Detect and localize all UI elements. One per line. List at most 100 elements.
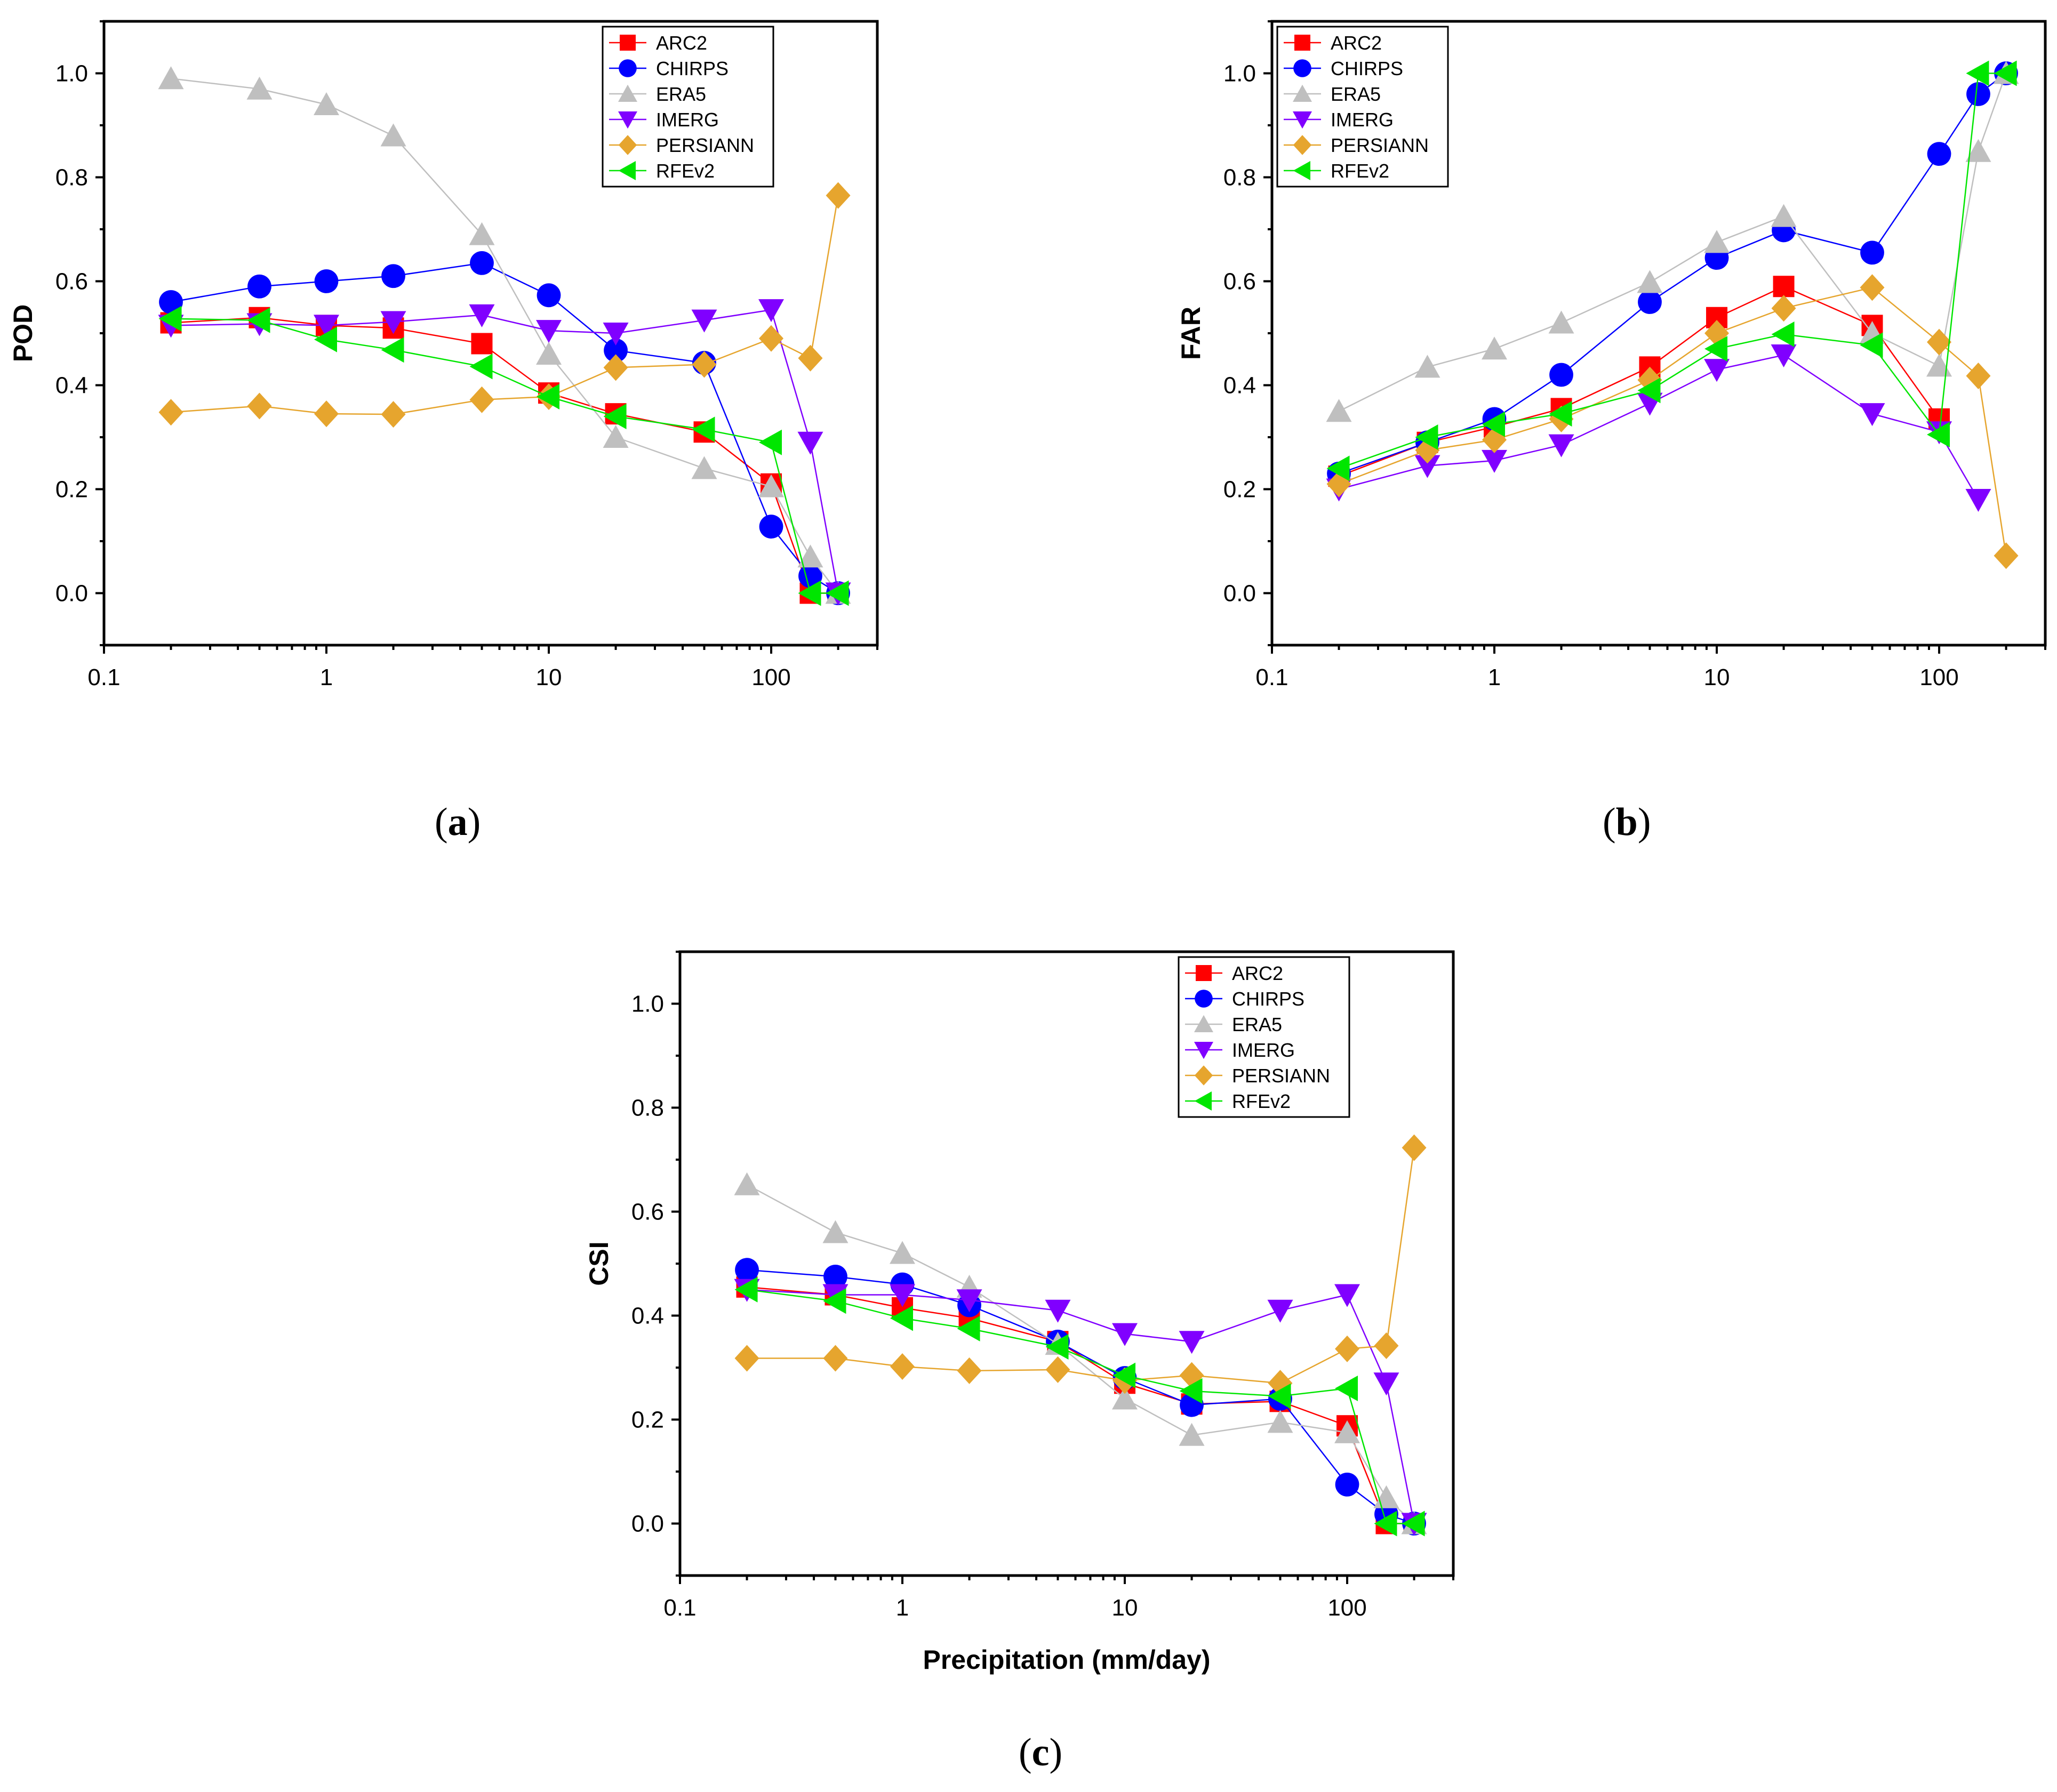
data-point [797,544,823,568]
data-point [758,474,785,497]
data-point [1373,1372,1399,1396]
series-rfev2 [734,1276,1425,1537]
series-line [171,195,839,415]
legend-marker [618,161,636,180]
data-point [1482,336,1508,360]
x-tick-label: 10 [536,664,562,690]
y-tick-label: 0.8 [55,165,88,191]
legend-marker [1194,1065,1213,1086]
data-point [1771,204,1797,227]
data-point [822,1220,849,1243]
legend-label: ERA5 [1331,83,1381,105]
data-point [1482,411,1506,437]
y-tick-label: 0.6 [55,269,88,295]
legend-marker [1293,111,1312,129]
data-point [890,1353,915,1380]
data-point [469,386,494,413]
data-point [1326,399,1352,422]
data-point [314,326,338,352]
legend-marker [1293,84,1312,102]
data-point [469,222,495,245]
series-rfev2 [1326,60,2017,481]
data-point [1966,82,1990,106]
series-persiann [1326,274,2019,569]
data-point [537,283,561,308]
legend-marker [618,135,637,155]
data-point [1704,320,1730,347]
y-tick-label: 0.6 [631,1199,664,1225]
legend: ARC2 CHIRPS ERA5 IMERG PERSIANN RFEv2 [1178,956,1350,1118]
legend-label: RFEv2 [656,160,715,182]
data-point [823,1288,846,1314]
x-tick-label: 10 [1704,664,1730,690]
data-point [1374,1332,1399,1360]
data-point [826,580,849,606]
data-point [1112,1386,1138,1410]
x-tick-label: 0.1 [1255,664,1288,690]
data-point [823,1264,847,1289]
data-point [603,354,628,381]
y-axis-label: CSI [584,1241,614,1285]
data-point [314,92,340,115]
data-point [1771,295,1796,322]
data-point [1704,359,1730,382]
data-point [536,320,562,343]
data-point [1859,403,1885,427]
y-tick-label: 0.6 [1223,269,1256,295]
data-point [314,315,340,338]
data-point [536,342,562,365]
legend-label: IMERG [656,109,719,131]
data-point [603,425,629,448]
data-point [1045,1356,1070,1383]
data-point [797,431,823,455]
legend-label: PERSIANN [1331,134,1429,156]
legend-box [1276,26,1449,188]
series-imerg [158,299,851,606]
data-point [1860,274,1885,301]
data-point [890,1305,914,1331]
data-point [381,264,405,288]
data-point [957,1357,982,1384]
y-tick-label: 0.4 [1223,373,1256,399]
data-point [956,1289,982,1313]
y-tick-label: 0.4 [631,1303,664,1329]
data-point [826,182,851,209]
panel-c-caption: (c) [1019,1731,1063,1774]
legend-marker [1195,990,1213,1008]
data-point [604,338,628,363]
data-point [1548,310,1574,334]
data-point [381,337,404,363]
legend-label: PERSIANN [656,134,754,156]
data-point [1773,276,1795,298]
legend-label: ERA5 [656,83,706,105]
legend-label: PERSIANN [1232,1065,1330,1087]
data-point [759,515,783,539]
legend-label: ARC2 [1232,962,1283,984]
data-point [1112,1323,1138,1346]
data-point [1637,270,1663,293]
y-tick-label: 0.2 [1223,477,1256,503]
series-line [171,262,839,594]
x-axis-label: Precipitation (mm/day) [923,1645,1211,1675]
data-point [314,269,339,293]
data-point [1927,142,1951,166]
data-point [758,299,785,323]
data-point [1179,1378,1203,1404]
data-point [734,1345,759,1372]
data-point [890,1284,916,1307]
data-point [1267,1299,1293,1323]
y-tick-label: 0.0 [631,1511,664,1537]
series-line [747,1286,1414,1524]
data-point [1771,321,1795,347]
y-tick-label: 0.2 [631,1407,664,1433]
data-point [1414,355,1440,378]
y-tick-label: 0.2 [55,477,88,503]
x-tick-label: 0.1 [87,664,120,690]
data-point [798,344,823,372]
data-point [1268,1370,1293,1397]
data-point [1549,401,1572,427]
legend-marker [619,59,637,77]
data-point [1402,1134,1427,1161]
data-point [957,1315,980,1341]
panel-a-pod-chart: 0.0 0.2 0.4 0.6 0.8 1.0 0.1 1 10 100 POD ARC2 CHIRPS… [8,20,879,690]
